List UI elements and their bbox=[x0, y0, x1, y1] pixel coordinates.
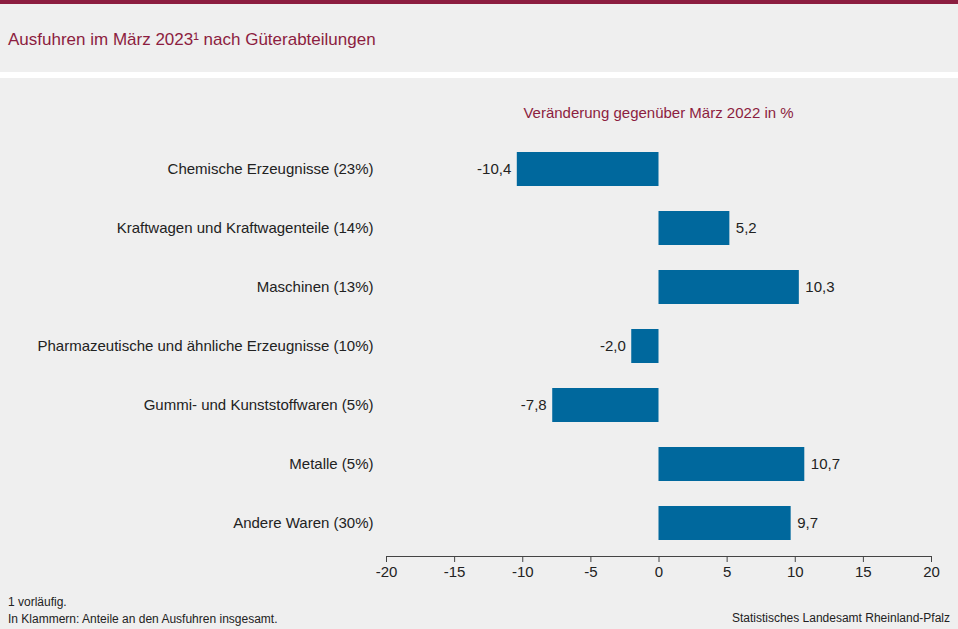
svg-text:Chemische Erzeugnisse (23%): Chemische Erzeugnisse (23%) bbox=[168, 160, 374, 177]
svg-text:-20: -20 bbox=[376, 563, 398, 580]
svg-text:Pharmazeutische und ähnliche E: Pharmazeutische und ähnliche Erzeugnisse… bbox=[37, 337, 373, 354]
svg-text:20: 20 bbox=[923, 563, 940, 580]
html-text:1 vorläufig.: 1 vorläufig. bbox=[8, 595, 67, 609]
svg-text:10: 10 bbox=[787, 563, 804, 580]
svg-text:0: 0 bbox=[655, 563, 663, 580]
html-text:Ausfuhren im März 2023¹ nach G: Ausfuhren im März 2023¹ nach Güterabteil… bbox=[8, 30, 376, 49]
svg-text:Maschinen (13%): Maschinen (13%) bbox=[257, 278, 374, 295]
svg-text:Metalle (5%): Metalle (5%) bbox=[289, 455, 373, 472]
html-text:Statistisches Landesamt Rheinl: Statistisches Landesamt Rheinland-Pfalz bbox=[731, 611, 950, 625]
svg-text:Kraftwagen und Kraftwagenteile: Kraftwagen und Kraftwagenteile (14%) bbox=[117, 219, 374, 236]
svg-text:15: 15 bbox=[855, 563, 872, 580]
svg-text:5,2: 5,2 bbox=[736, 219, 757, 236]
svg-text:Andere Waren (30%): Andere Waren (30%) bbox=[233, 514, 373, 531]
svg-text:-5: -5 bbox=[584, 563, 597, 580]
svg-text:10,3: 10,3 bbox=[805, 278, 834, 295]
svg-text:Gummi- und Kunststoffwaren (5%: Gummi- und Kunststoffwaren (5%) bbox=[144, 396, 374, 413]
svg-text:-7,8: -7,8 bbox=[521, 396, 547, 413]
svg-text:5: 5 bbox=[723, 563, 731, 580]
svg-text:-10: -10 bbox=[512, 563, 534, 580]
svg-text:-15: -15 bbox=[444, 563, 466, 580]
svg-text:10,7: 10,7 bbox=[811, 455, 840, 472]
html-text:In Klammern: Anteile an den Au: In Klammern: Anteile an den Ausfuhren in… bbox=[8, 612, 278, 626]
svg-text:9,7: 9,7 bbox=[797, 514, 818, 531]
html-text:Veränderung gegenüber März 202: Veränderung gegenüber März 2022 in % bbox=[523, 104, 794, 121]
svg-text:-10,4: -10,4 bbox=[477, 160, 511, 177]
svg-text:-2,0: -2,0 bbox=[600, 337, 626, 354]
